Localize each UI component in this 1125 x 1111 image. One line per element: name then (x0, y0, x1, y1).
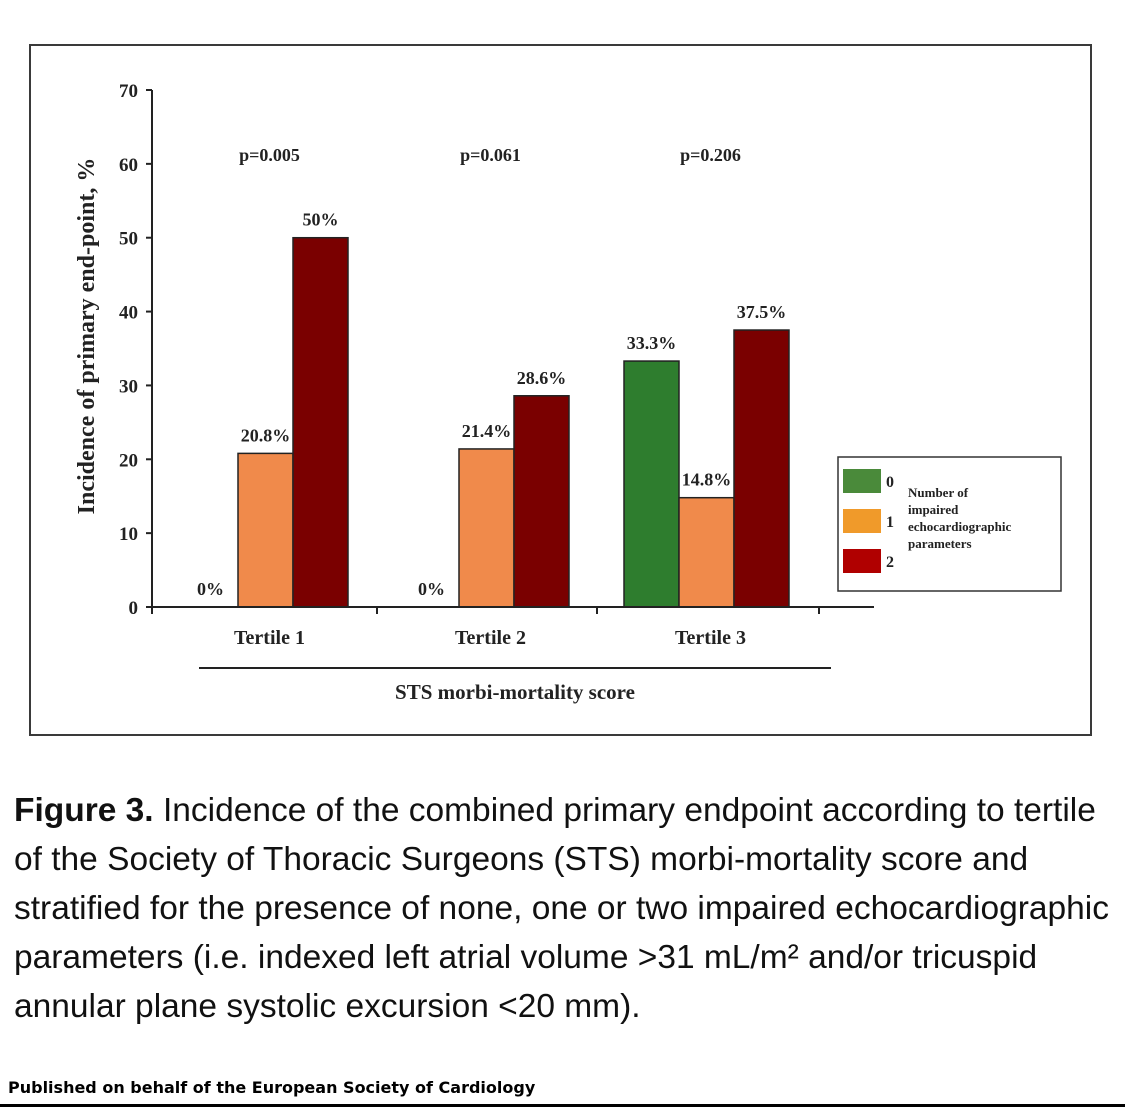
x-axis-label: STS morbi-mortality score (395, 680, 635, 704)
y-tick-label: 50 (119, 229, 138, 250)
legend-entry-label: 1 (886, 514, 894, 531)
bar-value-label: 0% (418, 579, 445, 599)
caption-lead: Figure 3. (14, 792, 154, 829)
legend-swatch (843, 469, 881, 493)
legend-title-line: parameters (908, 536, 972, 551)
figure-caption: Figure 3. Incidence of the combined prim… (14, 786, 1109, 1031)
bar-value-label: 50% (303, 210, 339, 230)
y-tick-label: 0 (129, 598, 139, 619)
bar (678, 496, 735, 608)
bar-value-label: 20.8% (241, 425, 291, 445)
x-axis: Tertile 1 Tertile 2 Tertile 3 (151, 606, 874, 669)
bar-value-label: 0% (197, 579, 224, 599)
bar (513, 395, 570, 608)
bar (733, 329, 790, 608)
bar (292, 236, 349, 608)
y-tick-label: 30 (119, 376, 138, 397)
bars (237, 236, 790, 608)
bar-chart: Incidence of primary end-point, % 010203… (74, 81, 1062, 704)
bar-value-label: 33.3% (627, 333, 677, 353)
y-axis: 0 10 20 30 40 50 60 70 (119, 81, 153, 619)
legend-entry-label: 0 (886, 474, 894, 491)
legend-swatch (843, 549, 881, 573)
y-tick-label: 10 (119, 524, 138, 545)
y-tick-label: 20 (119, 450, 138, 471)
bar-value-label: 14.8% (682, 470, 732, 490)
bar-value-labels: 0% 20.8% 50% 0% 21.4% 28.6% 33.3% 14.8% 37.5% (197, 210, 786, 599)
caption-text: Incidence of the combined primary endpoi… (14, 792, 1109, 1025)
legend-title-line: impaired (908, 502, 959, 517)
bar-value-label: 37.5% (737, 302, 787, 322)
bar (458, 448, 515, 608)
legend-title-line: Number of (908, 485, 969, 500)
bar-value-label: 21.4% (462, 421, 512, 441)
publisher-footer: Published on behalf of the European Soci… (8, 1078, 536, 1097)
bar (623, 360, 680, 608)
legend-swatch (843, 509, 881, 533)
chart-frame: Incidence of primary end-point, % 0 10 20 3… (29, 44, 1092, 736)
bottom-divider (0, 1104, 1125, 1107)
y-tick-label: 70 (119, 81, 138, 102)
p-value-label: p=0.005 (239, 145, 300, 165)
y-tick-label: 60 (119, 155, 138, 176)
legend-title-line: echocardiographic (908, 519, 1011, 534)
x-tick-label: Tertile 1 (234, 627, 305, 649)
bar-value-label: 28.6% (517, 368, 567, 388)
bar (237, 452, 294, 608)
p-value-labels: p=0.005 p=0.061 p=0.206 (239, 145, 741, 165)
legend: 0 1 2 Number of impaired echocardiographic par… (837, 456, 1062, 592)
p-value-label: p=0.206 (680, 145, 741, 165)
legend-entry-label: 2 (886, 554, 894, 571)
p-value-label: p=0.061 (460, 145, 521, 165)
x-tick-label: Tertile 2 (455, 627, 526, 649)
y-tick-label: 40 (119, 303, 138, 324)
x-tick-label: Tertile 3 (675, 627, 746, 649)
y-axis-label: Incidence of primary end-point, % (74, 158, 100, 515)
